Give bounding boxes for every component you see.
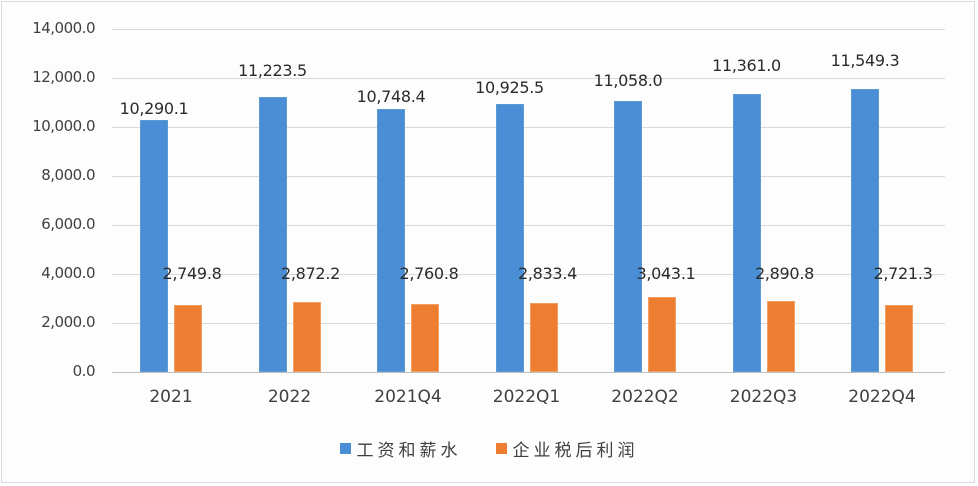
gridline: [112, 274, 945, 275]
bar-profits: [529, 302, 558, 372]
data-label: 2,833.4: [518, 264, 577, 283]
gridline: [112, 127, 945, 128]
bar-profits: [292, 301, 321, 372]
gridline: [112, 29, 945, 30]
gridline: [112, 323, 945, 324]
data-label: 3,043.1: [636, 264, 696, 283]
legend-swatch-orange: [495, 443, 507, 454]
y-tick-label: 0.0: [72, 362, 96, 380]
bar-profits: [885, 305, 913, 372]
bar-wages: [377, 108, 405, 372]
chart-legend: 工资和薪水 企业税后利润: [0, 436, 978, 461]
legend-label: 工资和薪水: [356, 441, 462, 461]
y-tick-label: 12,000.0: [32, 68, 95, 86]
x-tick-label: 2022Q2: [611, 387, 679, 407]
gridline: [112, 78, 945, 79]
y-tick-label: 10,000.0: [32, 117, 95, 135]
data-label: 2,760.8: [399, 264, 459, 283]
y-tick-label: 8,000.0: [41, 166, 95, 184]
legend-item-profits: 企业税后利润: [495, 436, 639, 461]
data-label: 11,361.0: [712, 55, 781, 75]
data-label: 2,721.3: [873, 264, 933, 283]
data-label: 11,223.5: [238, 61, 307, 81]
bar-profits: [648, 297, 676, 372]
x-tick-label: 2021: [149, 387, 193, 407]
x-tick-label: 2022: [267, 387, 312, 407]
bar-profits: [766, 301, 795, 372]
legend-item-wages: 工资和薪水: [339, 436, 462, 461]
y-tick-label: 4,000.0: [41, 264, 95, 282]
bar-wages: [140, 119, 168, 372]
x-tick-label: 2022Q4: [848, 387, 916, 407]
data-label: 11,058.0: [593, 71, 663, 91]
legend-swatch-blue: [339, 443, 351, 454]
data-label: 2,872.2: [281, 264, 340, 283]
data-label: 11,549.3: [830, 51, 900, 71]
bar-profits: [411, 304, 439, 372]
data-label: 2,890.8: [755, 264, 814, 283]
y-tick-label: 2,000.0: [41, 313, 95, 331]
legend-label: 企业税后利润: [512, 441, 639, 461]
bar-wages: [732, 93, 761, 372]
x-tick-label: 2022Q3: [729, 387, 798, 407]
y-tick-label: 14,000.0: [32, 19, 95, 37]
bar-wages: [851, 89, 879, 372]
bar-wages: [495, 104, 524, 372]
data-label: 10,748.4: [356, 86, 426, 106]
bar-wages: [614, 101, 642, 372]
data-label: 2,749.8: [162, 264, 222, 283]
gridline: [112, 225, 945, 226]
bar-wages: [258, 97, 287, 372]
x-tick-label: 2022Q1: [492, 387, 561, 407]
gridline: [112, 176, 945, 177]
x-tick-label: 2021Q4: [374, 387, 442, 407]
data-label: 10,925.5: [475, 78, 544, 98]
y-tick-label: 6,000.0: [41, 215, 95, 233]
data-label: 10,290.1: [119, 98, 189, 118]
bar-profits: [174, 304, 202, 372]
x-axis-line: [112, 372, 945, 373]
